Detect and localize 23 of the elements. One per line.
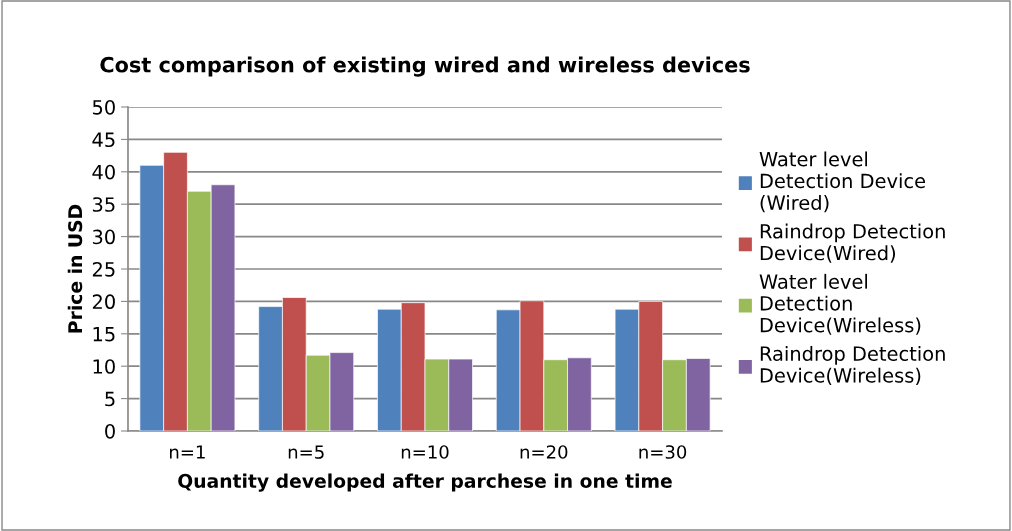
x-tick-label: n=5 [288,445,324,459]
y-tick-label: 40 [92,164,115,180]
y-tick-label: 35 [92,197,115,212]
y-axis-title: Price in USD [67,204,83,333]
y-tick-label: 30 [92,229,115,245]
legend-label: Raindrop Detection Device(Wireless) [760,345,945,386]
y-tick-label: 20 [92,294,115,310]
y-tick-label: 45 [92,132,115,148]
x-tick-label: n=1 [170,445,205,459]
legend-label: Water level Detection Device(Wireless) [759,273,921,335]
chart-title: Cost comparison of existing wired and wireless devices [100,56,750,77]
x-axis-title: Quantity developed after parchese in one time [178,473,672,492]
x-tick-label: n=30 [639,445,687,459]
x-tick-label: n=20 [520,445,568,459]
y-tick-label: 10 [93,359,115,374]
legend-label: Raindrop Detection Device(Wired) [760,223,945,263]
y-tick-label: 0 [105,423,115,439]
y-tick-label: 15 [93,327,115,342]
legend-label: Water level Detection Device (Wired) [759,151,926,213]
x-tick-label: n=10 [401,445,449,459]
y-tick-label: 25 [92,261,115,277]
y-tick-label: 50 [92,99,115,115]
y-tick-label: 5 [105,391,115,407]
